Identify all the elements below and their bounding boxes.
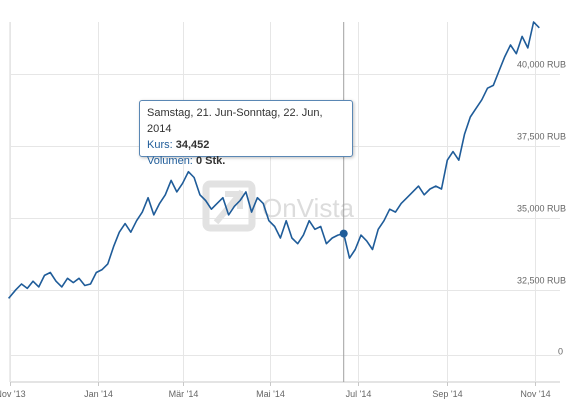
x-tick-label: Mai '14 <box>256 389 285 399</box>
x-tick-label: Nov '13 <box>0 389 26 399</box>
tooltip-kurs-row: Kurs: 34,452 <box>147 137 345 153</box>
tooltip-date: Samstag, 21. Jun-Sonntag, 22. Jun, 2014 <box>147 107 323 135</box>
tooltip-volumen-row: Volumen: 0 Stk. <box>147 153 345 169</box>
x-tick-label: Mär '14 <box>169 389 199 399</box>
onvista-watermark: OnVista <box>202 180 355 232</box>
watermark-text: OnVista <box>262 193 355 223</box>
tooltip-kurs-value: 34,452 <box>175 139 210 151</box>
x-tick-label: Nov '14 <box>520 389 550 399</box>
tooltip-kurs-label: Kurs: <box>147 139 173 151</box>
watermark-arrow-icon <box>213 189 245 225</box>
tooltip-volumen-value: 0 Stk. <box>195 155 226 167</box>
y-tick-label: 35,000 RUB <box>517 204 566 214</box>
y-tick-label: 32,500 RUB <box>517 276 566 286</box>
price-tooltip: Samstag, 21. Jun-Sonntag, 22. Jun, 2014 … <box>139 100 353 167</box>
x-tick-label: Sep '14 <box>432 389 462 399</box>
x-tick-label: Jul '14 <box>346 389 372 399</box>
highlight-point[interactable] <box>339 229 348 238</box>
grid-lines <box>9 22 560 386</box>
axis-labels: 40,000 RUB 37,500 RUB 35,000 RUB 32,500 RUB… <box>0 60 566 400</box>
watermark-logo-icon <box>202 180 256 232</box>
y-tick-label-zero: 0 <box>558 347 563 357</box>
y-tick-label: 40,000 RUB <box>517 60 566 70</box>
tooltip-volumen-label: Volumen: <box>147 155 193 167</box>
y-tick-label: 37,500 RUB <box>517 132 566 142</box>
x-tick-label: Jan '14 <box>84 389 113 399</box>
price-series-line <box>7 21 540 299</box>
